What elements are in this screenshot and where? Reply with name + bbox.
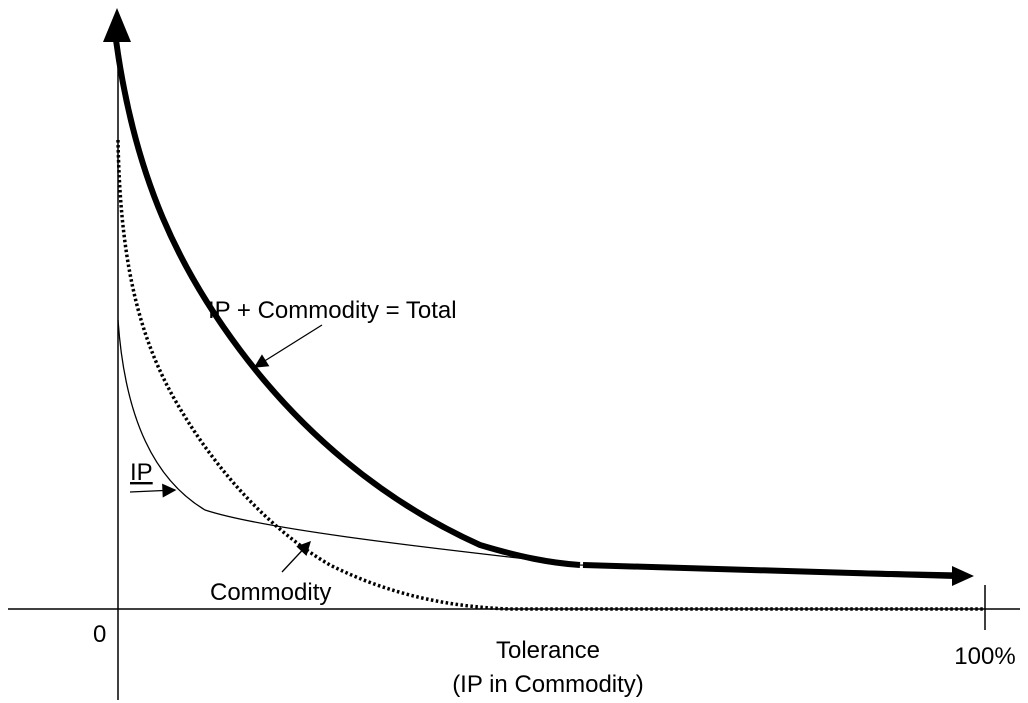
commodity-pointer bbox=[281, 540, 311, 573]
total-pointer bbox=[253, 324, 323, 368]
end-label: 100% bbox=[954, 643, 1015, 670]
total-label: IP + Commodity = Total bbox=[208, 297, 457, 324]
commodity-curve bbox=[116, 139, 985, 611]
ip-curve bbox=[117, 319, 956, 574]
commodity-label: Commodity bbox=[210, 579, 331, 606]
y-axis-arrow bbox=[103, 8, 131, 42]
x-axis-title: Tolerance bbox=[496, 637, 600, 664]
total-tail bbox=[582, 562, 956, 579]
x-axis-subtitle: (IP in Commodity) bbox=[452, 671, 644, 698]
origin-label: 0 bbox=[93, 621, 106, 648]
total-arrow bbox=[952, 566, 974, 586]
ip-pointer bbox=[129, 483, 177, 498]
ip-label: IP bbox=[130, 459, 153, 486]
total-curve bbox=[113, 39, 581, 568]
